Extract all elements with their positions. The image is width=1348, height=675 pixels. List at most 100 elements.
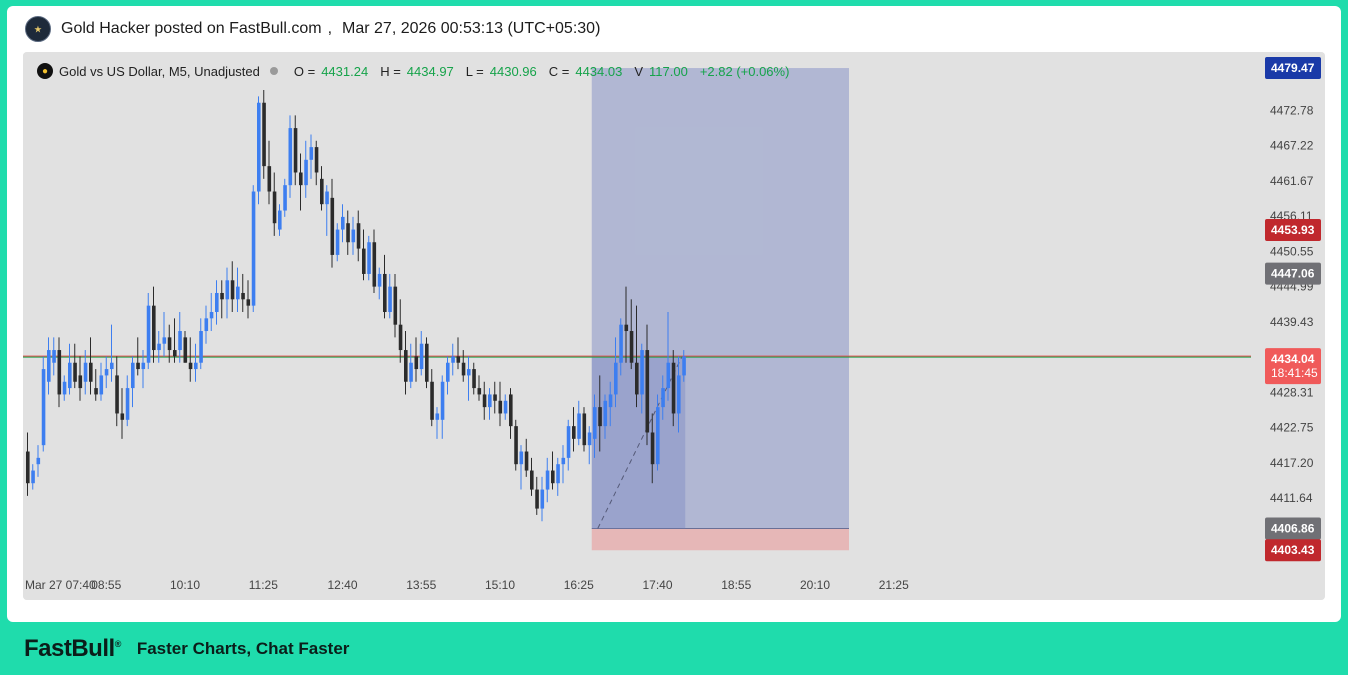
candle-body <box>451 356 455 363</box>
symbol-title[interactable]: Gold vs US Dollar, M5, Unadjusted <box>59 63 260 79</box>
x-tick-label: 11:25 <box>249 578 278 592</box>
price-tag: 4479.47 <box>1271 61 1315 75</box>
candle-body <box>330 197 335 255</box>
gold-coin-icon: ● <box>37 63 53 79</box>
post-timestamp: Mar 27, 2026 00:53:13 (UTC+05:30) <box>342 20 601 37</box>
market-status-dot-icon <box>269 67 278 75</box>
candle-body <box>52 350 56 363</box>
candle-body <box>278 210 282 230</box>
price-chart[interactable]: 4472.784467.224461.674456.114450.554444.… <box>23 52 1325 600</box>
candle-body <box>335 229 340 255</box>
y-tick-label: 4411.64 <box>1270 491 1313 505</box>
candle-body <box>320 178 324 205</box>
candle-body <box>41 369 46 446</box>
brand-logo[interactable]: FastBull® <box>24 634 121 662</box>
price-tag: 4406.86 <box>1271 521 1315 535</box>
candle-body <box>671 362 676 414</box>
high-label: H = <box>380 63 401 79</box>
candle-body <box>551 470 555 484</box>
candle-body <box>461 362 466 376</box>
candle-body <box>503 400 508 414</box>
candle-body <box>356 223 361 249</box>
high-value: 4434.97 <box>406 63 454 79</box>
candle-body <box>393 286 398 325</box>
candle-body <box>577 413 581 439</box>
candle-body <box>682 356 686 376</box>
candle-body <box>425 343 429 382</box>
candle-body <box>299 172 303 186</box>
candle-body <box>614 362 618 395</box>
chart-frame[interactable]: 4472.78 4467.22 4461.67 4456.11 4450.55 4444.… <box>23 52 1325 600</box>
candle-body <box>566 426 571 458</box>
candle-body <box>199 331 203 363</box>
candle-body <box>645 350 650 433</box>
candle-body <box>372 242 377 287</box>
candle-body <box>283 185 287 211</box>
price-tag-bg <box>1265 539 1321 562</box>
candle-body <box>272 191 277 224</box>
candle-body <box>31 470 35 484</box>
candle-body <box>230 280 235 300</box>
price-tag-bg <box>1265 57 1321 80</box>
candle-body <box>157 343 161 351</box>
candle-body <box>367 242 371 274</box>
candle-body <box>656 407 660 465</box>
volume-value: 117.00 <box>649 63 688 79</box>
candle-body <box>524 451 529 471</box>
x-tick-label: 18:55 <box>721 578 751 592</box>
candle-body <box>162 337 167 344</box>
change-value: +2.82 (+0.06%) <box>699 63 790 79</box>
post-separator: , <box>327 20 333 37</box>
x-tick-label: 13:55 <box>406 578 436 592</box>
candle-body <box>535 489 539 509</box>
candle-body <box>131 362 135 389</box>
candle-body <box>68 362 72 389</box>
candle-body <box>498 400 503 414</box>
candle-body <box>225 280 230 300</box>
post-author[interactable]: Gold Hacker posted on FastBull.com <box>61 20 322 37</box>
open-label: O = <box>293 63 316 79</box>
close-label: C = <box>548 63 570 79</box>
close-value: 4434.03 <box>575 63 623 79</box>
candle-body <box>509 394 513 427</box>
candle-body <box>325 191 329 205</box>
candle-body <box>677 375 681 414</box>
candle-body <box>346 223 350 243</box>
price-tag: 4447.06 <box>1271 267 1315 281</box>
candle-body <box>36 457 41 465</box>
y-tick-label: 4450.55 <box>1270 244 1314 258</box>
candle-body <box>120 413 125 420</box>
candle-body <box>419 343 424 370</box>
y-tick-label: 4422.75 <box>1270 421 1314 435</box>
y-tick-label: 4439.43 <box>1270 315 1314 329</box>
chart-background <box>23 52 1325 600</box>
candle-body <box>608 394 613 408</box>
candle-body <box>304 159 308 186</box>
candle-body <box>136 362 140 370</box>
candle-body <box>152 305 156 351</box>
candle-body <box>94 388 98 395</box>
candle-body <box>582 413 587 446</box>
candle-body <box>640 350 644 395</box>
candle-body <box>572 426 576 439</box>
candle-body <box>593 407 597 439</box>
candle-body <box>467 369 471 376</box>
candle-body <box>556 464 560 484</box>
candle-body <box>530 470 534 490</box>
candle-body <box>446 362 450 382</box>
candle-body <box>78 375 83 389</box>
candle-body <box>661 388 665 408</box>
progress-line <box>597 355 683 529</box>
candle-body <box>309 147 314 160</box>
candle-body <box>262 102 266 167</box>
candle-body <box>629 331 634 363</box>
candle-body <box>388 286 392 312</box>
footer-bar: FastBull® Faster Charts, Chat Faster <box>0 622 1348 675</box>
candle-body <box>241 292 245 300</box>
current-price-tag-bg <box>1265 348 1321 385</box>
current-price-tag-countdown: 18:41:45 <box>1271 366 1318 380</box>
candle-body <box>125 388 130 420</box>
author-avatar[interactable]: ★ <box>25 16 51 42</box>
candle-body <box>540 489 545 509</box>
x-tick-label: 16:25 <box>564 578 594 592</box>
